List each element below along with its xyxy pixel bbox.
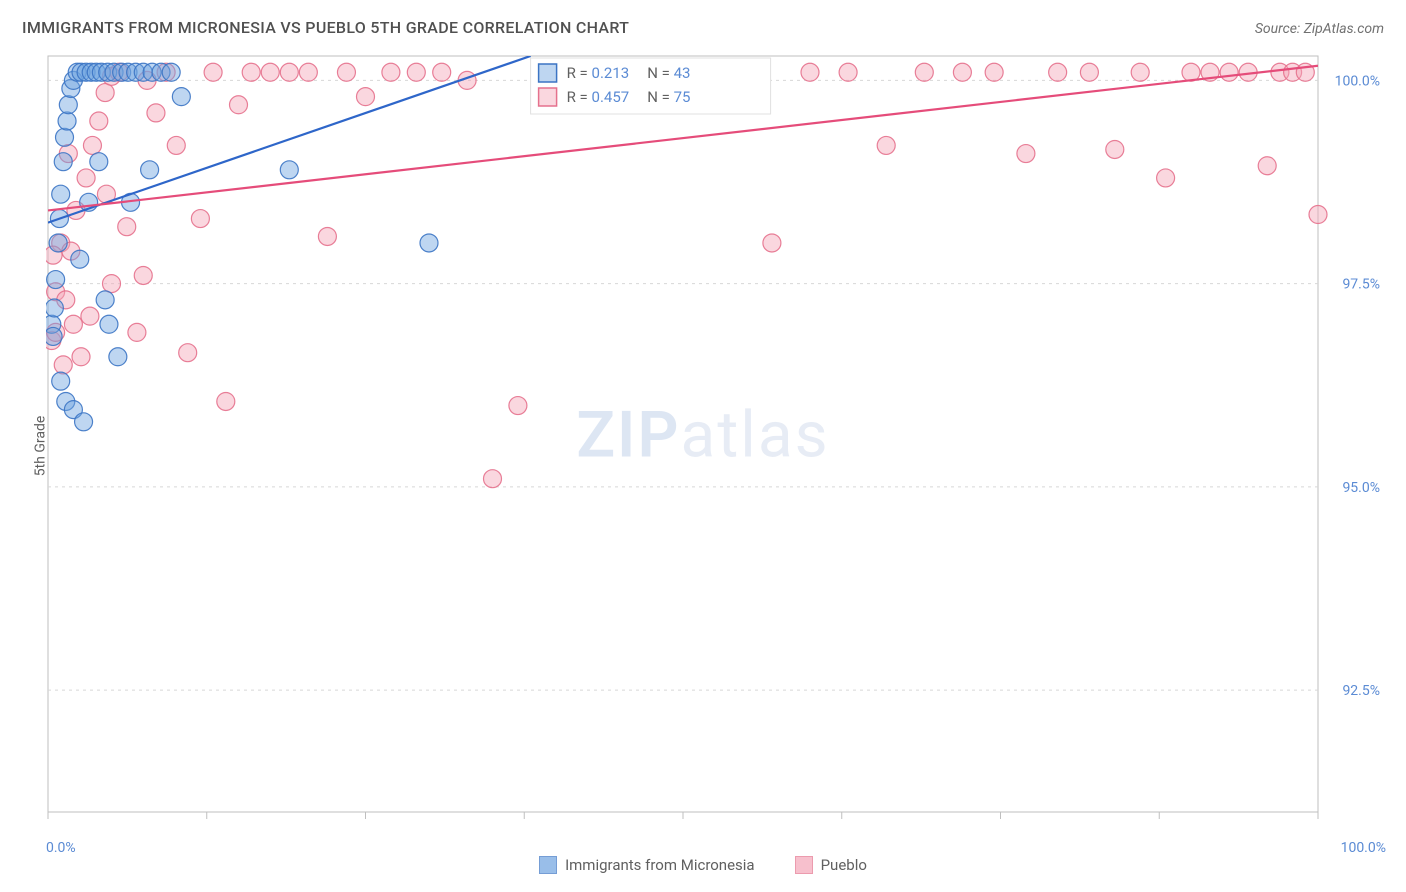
x-axis-max-label: 100.0% [1341, 840, 1386, 856]
source-attribution: Source: ZipAtlas.com [1255, 21, 1384, 37]
x-axis-labels: 0.0% 100.0% [46, 840, 1386, 856]
legend-item-series-a: Immigrants from Micronesia [539, 856, 755, 874]
svg-text:97.5%: 97.5% [1342, 277, 1380, 293]
scatter-chart-svg: 92.5% 95.0% 97.5% 100.0% R = 0.213N = 43 R = … [46, 48, 1386, 830]
legend-swatch-b [795, 856, 813, 874]
legend-swatch-a [539, 856, 557, 874]
source-label: Source: [1255, 21, 1300, 37]
svg-text:R = 0.213N = 43: R = 0.213N = 43 [567, 64, 691, 82]
x-axis-min-label: 0.0% [46, 840, 76, 856]
source-value: ZipAtlas.com [1304, 21, 1384, 37]
svg-text:R = 0.457N = 75: R = 0.457N = 75 [567, 88, 691, 106]
legend-label-a: Immigrants from Micronesia [565, 856, 755, 874]
svg-text:100.0%: 100.0% [1335, 73, 1380, 89]
legend-item-series-b: Pueblo [795, 856, 867, 874]
legend-label-b: Pueblo [821, 856, 867, 874]
bottom-legend: Immigrants from Micronesia Pueblo [0, 856, 1406, 874]
svg-text:95.0%: 95.0% [1342, 480, 1380, 496]
chart-plot-area: 92.5% 95.0% 97.5% 100.0% R = 0.213N = 43 R = … [46, 48, 1386, 830]
chart-title: IMMIGRANTS FROM MICRONESIA VS PUEBLO 5TH… [22, 18, 629, 37]
svg-text:92.5%: 92.5% [1342, 683, 1380, 699]
